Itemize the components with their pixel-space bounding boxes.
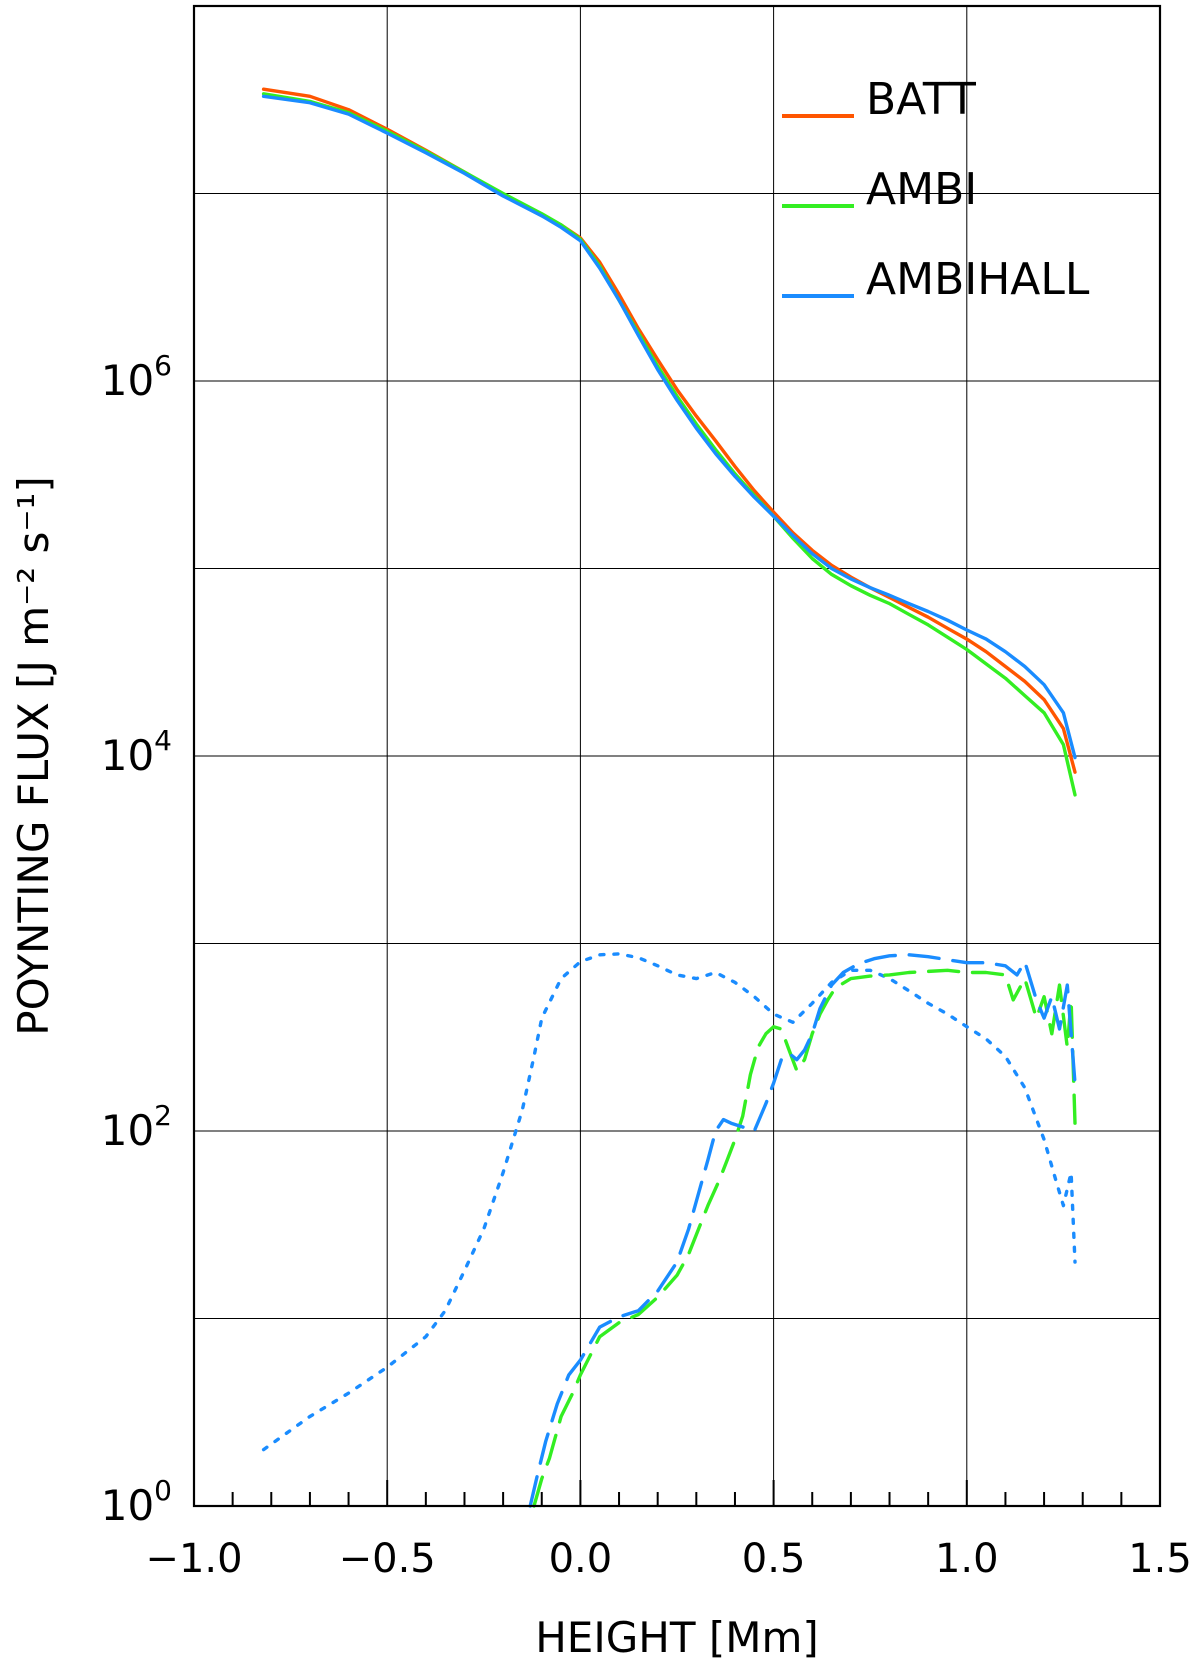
unlabeled-dashed-5-series-line: [528, 953, 1077, 1508]
axis-ticks: [193, 1480, 1161, 1506]
series-lines: [261, 87, 1077, 1508]
x-tick-label: 0.5: [742, 1536, 806, 1582]
y-tick-label: 106: [101, 349, 172, 405]
legend-label-ambi: AMBI: [866, 164, 977, 215]
legend-label-batt: BATT: [866, 74, 976, 125]
y-tick-label: 104: [101, 724, 172, 780]
y-tick-label: 100: [101, 1474, 172, 1530]
y-tick-label: 102: [101, 1099, 172, 1155]
x-axis-title: HEIGHT [Mm]: [535, 1613, 819, 1662]
x-tick-label: 1.0: [935, 1536, 999, 1582]
grid-lines: [193, 6, 1161, 1506]
x-tick-label: −0.5: [339, 1536, 436, 1582]
legend-label-ambihall: AMBIHALL: [866, 254, 1090, 305]
ambihall-series-line: [261, 94, 1077, 760]
tick-labels: −1.0 −0.5 0.0 0.5 1.0 1.5 100 102 104 106: [101, 349, 1192, 1582]
unlabeled-dashed-4-series-line: [532, 968, 1077, 1508]
unlabeled-dotted-3-series-line: [261, 952, 1077, 1452]
x-tick-label: 1.5: [1128, 1536, 1192, 1582]
y-axis-title: POYNTING FLUX [J m⁻² s⁻¹]: [9, 476, 58, 1036]
plot-frame: [192, 4, 1162, 1508]
legend: BATT AMBI AMBIHALL: [782, 74, 1090, 305]
x-tick-label: −1.0: [145, 1536, 242, 1582]
x-tick-label: 0.0: [549, 1536, 613, 1582]
